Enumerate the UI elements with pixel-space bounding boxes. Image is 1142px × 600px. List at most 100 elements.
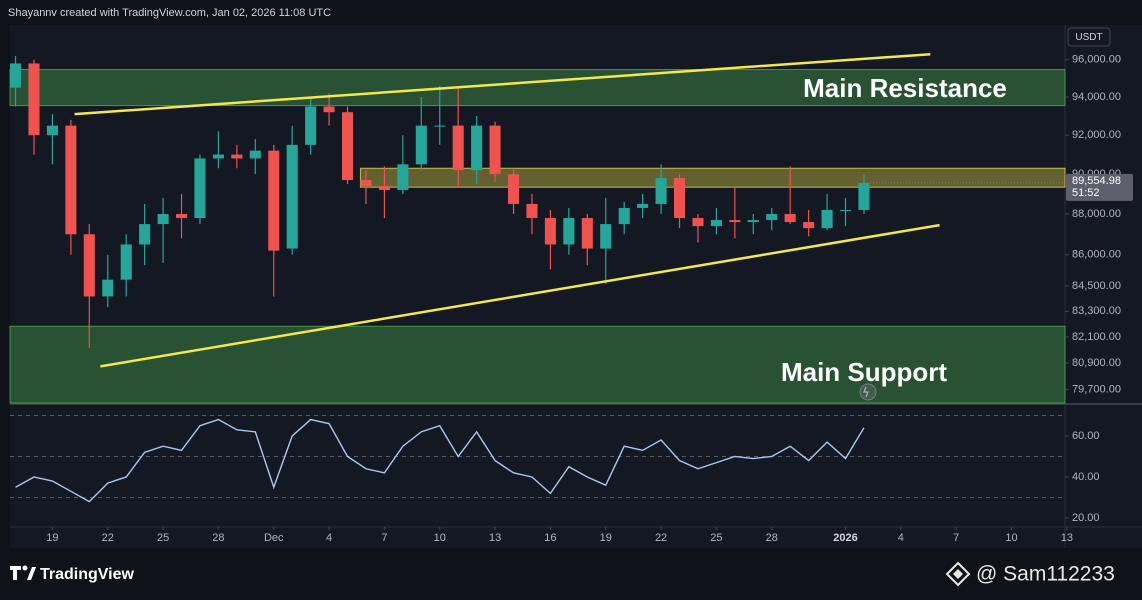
price-axis	[1065, 25, 1142, 527]
candle-body	[28, 63, 40, 136]
y-tick-label: 88,000.00	[1072, 208, 1121, 220]
y-tick-label: 79,700.00	[1072, 384, 1121, 396]
candle-body	[120, 244, 132, 280]
candle-body	[489, 125, 501, 175]
x-tick-label: 28	[212, 532, 224, 544]
candle-body	[803, 222, 815, 229]
candle-body	[471, 125, 483, 171]
unit-box	[1067, 27, 1111, 47]
x-tick-label: 10	[434, 532, 446, 544]
candle-body	[618, 207, 630, 225]
candle-body	[747, 220, 759, 223]
candle-body	[581, 218, 593, 249]
x-tick-label: 16	[544, 532, 556, 544]
trendline	[100, 223, 940, 368]
x-tick-label: 2026	[833, 532, 857, 544]
x-tick-label: 7	[381, 532, 387, 544]
x-tick-label: 10	[1005, 532, 1017, 544]
price-tag-label: 89,554.98	[1072, 175, 1121, 187]
watermark: @ Sam112233	[976, 563, 1115, 586]
binance-badge	[859, 383, 877, 401]
candle-body	[710, 220, 722, 227]
candle-body	[839, 209, 852, 211]
zone	[359, 167, 1066, 188]
candle-body	[637, 203, 649, 208]
y-tick-label: 84,500.00	[1072, 280, 1121, 292]
price-tag	[1066, 173, 1133, 201]
candle-body	[415, 125, 427, 165]
candle-body	[526, 203, 538, 219]
header-title: Shayannv created with TradingView.com, J…	[8, 7, 331, 19]
zone	[9, 325, 1066, 404]
candles	[10, 56, 870, 348]
x-tick-label: 13	[489, 532, 501, 544]
candle-body	[452, 125, 464, 171]
x-tick-label: 22	[655, 532, 667, 544]
x-tick-label: 4	[326, 532, 332, 544]
candle-body	[858, 182, 870, 210]
candle-body	[323, 106, 335, 113]
candle-body	[673, 178, 686, 219]
candle-body	[784, 213, 796, 223]
candle-body	[249, 150, 261, 159]
candle-body	[821, 209, 833, 229]
x-tick-label: 4	[898, 532, 904, 544]
x-tick-label: Dec	[264, 532, 284, 544]
y-tick-label: 86,000.00	[1072, 249, 1121, 261]
x-tick-label: 7	[953, 532, 959, 544]
x-tick-label: 28	[766, 532, 778, 544]
candle-body	[139, 224, 151, 245]
x-tick-label: 19	[46, 532, 58, 544]
y-tick-label: 80,900.00	[1072, 357, 1121, 369]
candle-body	[175, 213, 188, 219]
candle-body	[194, 158, 206, 219]
candle-body	[397, 164, 409, 190]
candle-body	[212, 154, 224, 159]
y-tick-label: 94,000.00	[1072, 91, 1121, 103]
time-axis	[10, 527, 1142, 548]
x-tick-label: 25	[157, 532, 169, 544]
candle-body	[378, 186, 390, 190]
candle-body	[729, 220, 741, 223]
candle-body	[102, 279, 114, 297]
annotation: Main Support	[781, 357, 947, 387]
y-tick-label: 40.00	[1072, 471, 1100, 483]
rsi-line	[15, 418, 865, 503]
y-tick-label: 96,000.00	[1072, 54, 1121, 66]
candle-body	[544, 218, 556, 245]
annotation: Main Resistance	[803, 73, 1007, 103]
x-tick-label: 13	[1061, 532, 1073, 544]
y-tick-label: 20.00	[1072, 512, 1100, 524]
candle-body	[507, 174, 520, 204]
price-tag-countdown: 51:52	[1072, 187, 1100, 199]
brand-logo	[10, 565, 36, 580]
candle-body	[157, 213, 169, 225]
trendline	[74, 52, 931, 116]
y-tick-label: 60.00	[1072, 430, 1100, 442]
zone	[9, 69, 1066, 107]
candle-body	[341, 112, 354, 181]
candle-body	[600, 224, 612, 249]
candle-body	[83, 234, 95, 297]
candle-body	[231, 154, 243, 159]
candle-body	[305, 106, 317, 145]
watermark-logo	[945, 561, 971, 587]
y-tick-label: 92,000.00	[1072, 129, 1121, 141]
x-tick-label: 19	[600, 532, 612, 544]
x-tick-label: 25	[710, 532, 722, 544]
candle-body	[46, 125, 58, 136]
candle-body	[434, 125, 446, 127]
y-tick-label: 83,300.00	[1072, 305, 1121, 317]
x-tick-label: 22	[102, 532, 114, 544]
candle-body	[65, 125, 77, 235]
candle-body	[655, 178, 667, 204]
candle-body	[286, 144, 298, 249]
candle-body	[692, 218, 704, 227]
chart-area	[10, 25, 1065, 527]
unit-label: USDT	[1075, 32, 1102, 43]
brand-name: TradingView	[40, 566, 135, 583]
y-tick-label: 82,100.00	[1072, 331, 1121, 343]
